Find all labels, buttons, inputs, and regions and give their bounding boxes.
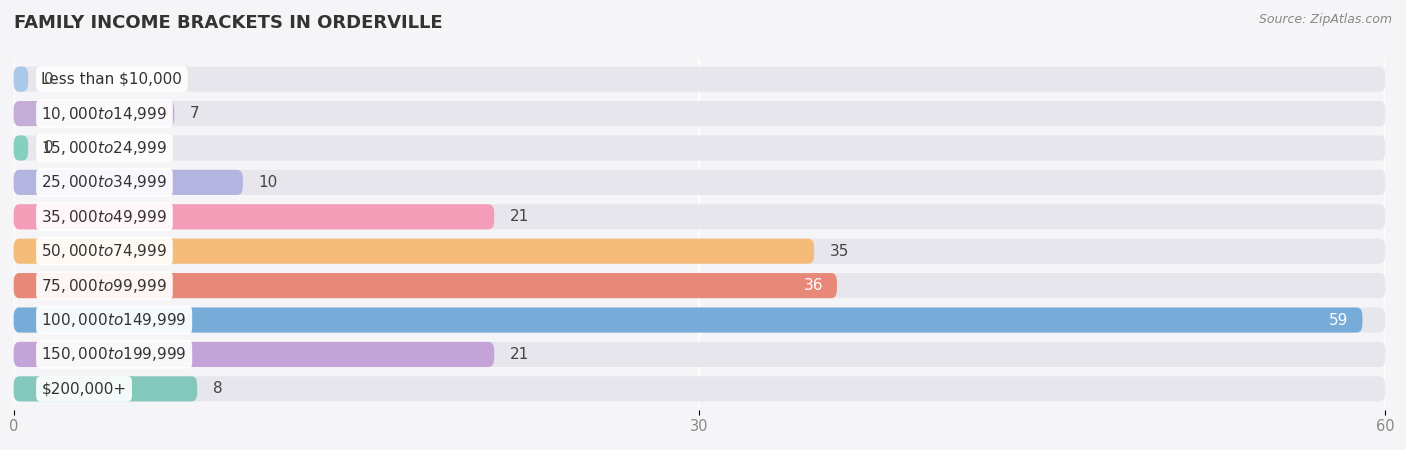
FancyBboxPatch shape [14, 376, 197, 401]
Text: $75,000 to $99,999: $75,000 to $99,999 [42, 277, 167, 295]
Text: 36: 36 [803, 278, 823, 293]
FancyBboxPatch shape [14, 273, 1385, 298]
Text: 0: 0 [44, 140, 53, 155]
Text: 35: 35 [830, 244, 849, 259]
FancyBboxPatch shape [14, 170, 243, 195]
Text: 8: 8 [212, 381, 222, 396]
FancyBboxPatch shape [14, 170, 1385, 195]
Text: 10: 10 [259, 175, 278, 190]
Text: $100,000 to $149,999: $100,000 to $149,999 [42, 311, 187, 329]
FancyBboxPatch shape [14, 307, 1385, 333]
FancyBboxPatch shape [14, 101, 174, 126]
Text: 59: 59 [1329, 313, 1348, 328]
Text: $10,000 to $14,999: $10,000 to $14,999 [42, 104, 167, 122]
Text: $150,000 to $199,999: $150,000 to $199,999 [42, 346, 187, 364]
FancyBboxPatch shape [14, 204, 494, 230]
Text: $50,000 to $74,999: $50,000 to $74,999 [42, 242, 167, 260]
FancyBboxPatch shape [14, 342, 494, 367]
Text: Source: ZipAtlas.com: Source: ZipAtlas.com [1258, 14, 1392, 27]
FancyBboxPatch shape [14, 273, 837, 298]
FancyBboxPatch shape [14, 101, 1385, 126]
FancyBboxPatch shape [14, 135, 1385, 161]
FancyBboxPatch shape [14, 67, 28, 92]
FancyBboxPatch shape [14, 342, 1385, 367]
FancyBboxPatch shape [14, 204, 1385, 230]
FancyBboxPatch shape [14, 67, 1385, 92]
FancyBboxPatch shape [14, 238, 1385, 264]
Text: Less than $10,000: Less than $10,000 [42, 72, 183, 87]
Text: 7: 7 [190, 106, 200, 121]
Text: $35,000 to $49,999: $35,000 to $49,999 [42, 208, 167, 226]
Text: $200,000+: $200,000+ [42, 381, 127, 396]
Text: 21: 21 [510, 209, 529, 224]
Text: FAMILY INCOME BRACKETS IN ORDERVILLE: FAMILY INCOME BRACKETS IN ORDERVILLE [14, 14, 443, 32]
FancyBboxPatch shape [14, 238, 814, 264]
Text: $15,000 to $24,999: $15,000 to $24,999 [42, 139, 167, 157]
FancyBboxPatch shape [14, 135, 28, 161]
Text: 0: 0 [44, 72, 53, 87]
FancyBboxPatch shape [14, 376, 1385, 401]
FancyBboxPatch shape [14, 307, 1362, 333]
Text: 21: 21 [510, 347, 529, 362]
Text: $25,000 to $34,999: $25,000 to $34,999 [42, 173, 167, 191]
